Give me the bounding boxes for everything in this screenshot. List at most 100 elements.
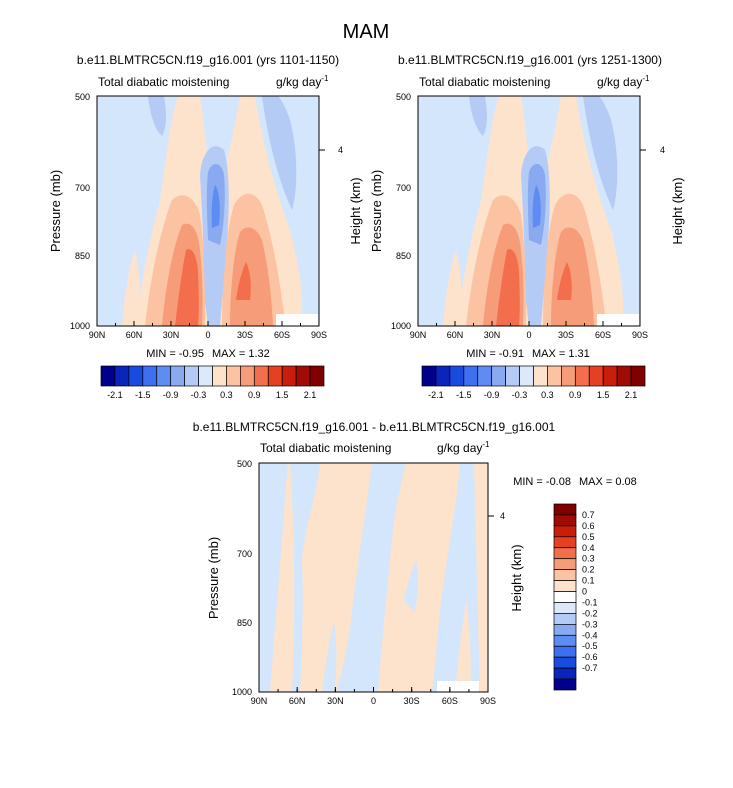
colorbar-swatch: [547, 365, 562, 387]
x-tick-label: 30N: [484, 330, 501, 340]
panel-right-ylabel-right: Height (km): [670, 177, 685, 244]
colorbar-label: 1.5: [597, 390, 610, 400]
colorbar-label: 0.5: [582, 532, 595, 542]
colorbar-label: -1.5: [135, 390, 151, 400]
panel-left-min: MIN = -0.95: [146, 348, 204, 360]
panel-diff-ylabel: Pressure (mb): [206, 537, 221, 619]
x-tick-label: 0: [371, 696, 376, 706]
colorbar-label: -0.3: [191, 390, 207, 400]
panel-left-title: b.e11.BLMTRC5CN.f19_g16.001 (yrs 1101-11…: [77, 53, 339, 67]
colorbar-swatch: [435, 365, 451, 387]
colorbar-swatch: [553, 678, 577, 691]
x-tick-label: 60N: [289, 696, 306, 706]
colorbar-swatch: [421, 365, 437, 387]
panel-left-minmax: MIN = -0.95 MAX = 1.32: [146, 348, 270, 360]
panel-difference: b.e11.BLMTRC5CN.f19_g16.001 - b.e11.BLMT…: [193, 420, 637, 706]
panel-diff-variable: Total diabatic moistening: [260, 441, 391, 455]
colorbar-swatch: [184, 365, 199, 387]
x-tick-label: 60S: [274, 330, 290, 340]
panel-right-units-text: g/kg day: [597, 75, 642, 89]
colorbar-swatch: [553, 569, 577, 581]
colorbar-swatch: [128, 365, 144, 387]
panel-diff-min: MIN = -0.08: [513, 476, 571, 488]
panel-right-right-axis: 4 Height (km): [640, 145, 685, 245]
colorbar-swatch: [295, 365, 311, 387]
colorbar-label: -0.4: [582, 630, 598, 640]
panel-diff-units: g/kg day-1: [437, 440, 490, 455]
x-tick-label: 30N: [163, 330, 180, 340]
right-tick-label: 4: [500, 511, 505, 521]
colorbar-swatch: [616, 365, 632, 387]
colorbar-label: -2.1: [428, 390, 444, 400]
colorbar-swatch: [281, 365, 297, 387]
colorbar-label: -0.6: [582, 652, 598, 662]
x-tick-label: 60N: [447, 330, 464, 340]
colorbar-label: -0.1: [582, 597, 598, 607]
panel-diff-ylabel-right: Height (km): [509, 544, 524, 611]
x-tick-label: 30S: [558, 330, 574, 340]
colorbar-label: 0.6: [582, 521, 595, 531]
panel-right-units: g/kg day-1: [597, 74, 650, 89]
panel-left-ylabel-right: Height (km): [348, 177, 363, 244]
right-tick-label: 4: [338, 145, 343, 155]
x-tick-label: 30N: [327, 696, 344, 706]
colorbar-swatch: [553, 547, 577, 560]
panel-right-variable: Total diabatic moistening: [419, 75, 550, 89]
y-tick-label: 1000: [70, 321, 90, 331]
colorbar-swatch: [309, 365, 325, 387]
colorbar-swatch: [553, 536, 577, 549]
x-tick-label: 90S: [632, 330, 648, 340]
panel-right-units-sup: -1: [642, 74, 650, 83]
y-tick-label: 500: [396, 92, 411, 102]
x-tick-label: 0: [526, 330, 531, 340]
colorbar-label: -2.1: [107, 390, 123, 400]
colorbar-swatch: [553, 558, 577, 570]
colorbar-difference: 0.70.60.50.40.30.20.10-0.1-0.2-0.3-0.4-0…: [553, 503, 598, 691]
panel-right-contours: [418, 96, 640, 326]
colorbar-swatch: [463, 365, 479, 387]
panel-diff-yaxis: 500 700 850 1000 Pressure (mb): [206, 459, 252, 697]
panel-diff-units-text: g/kg day: [437, 441, 482, 455]
panel-diff-contours: [259, 463, 488, 692]
x-tick-label: 90N: [89, 330, 106, 340]
colorbar-label: 0.3: [541, 390, 554, 400]
colorbar-swatch: [553, 667, 577, 680]
y-tick-label: 1000: [391, 321, 411, 331]
colorbar-swatch: [491, 365, 506, 387]
colorbar-swatch: [253, 365, 269, 387]
panel-diff-max: MAX = 0.08: [579, 476, 637, 488]
colorbar-left: -2.1 -1.5 -0.9 -0.3 0.3 0.9 1.5 2.1: [100, 365, 325, 400]
colorbar-label: -0.9: [163, 390, 179, 400]
colorbar-swatch: [553, 624, 577, 636]
colorbar-swatch: [519, 365, 534, 387]
panel-right-title: b.e11.BLMTRC5CN.f19_g16.001 (yrs 1251-13…: [398, 53, 662, 67]
colorbar-label: 0: [582, 587, 587, 597]
colorbar-swatch: [553, 602, 577, 614]
colorbar-label: 0.3: [220, 390, 233, 400]
colorbar-swatch: [198, 365, 213, 387]
colorbar-swatch: [553, 634, 577, 647]
colorbar-swatch: [630, 365, 646, 387]
panel-right-yaxis: 500 700 850 1000 Pressure (mb): [369, 92, 411, 331]
panel-left-right-axis: 4 Height (km): [319, 145, 363, 245]
colorbar-label: -0.5: [582, 641, 598, 651]
colorbar-swatch: [588, 365, 604, 387]
panel-right: b.e11.BLMTRC5CN.f19_g16.001 (yrs 1251-13…: [369, 53, 685, 360]
y-tick-label: 500: [237, 459, 252, 469]
panel-left-variable: Total diabatic moistening: [98, 75, 229, 89]
y-tick-label: 700: [396, 183, 411, 193]
colorbar-swatch: [226, 365, 241, 387]
colorbar-label: 1.5: [276, 390, 289, 400]
colorbar-label: -0.3: [512, 390, 528, 400]
y-tick-label: 500: [75, 92, 90, 102]
colorbar-swatch: [574, 365, 590, 387]
colorbar-swatch: [553, 656, 577, 669]
panel-right-max: MAX = 1.31: [532, 348, 590, 360]
panel-diff-right-axis: 4 Height (km): [488, 511, 524, 612]
colorbar-label: 0.9: [248, 390, 261, 400]
x-tick-label: 90N: [251, 696, 268, 706]
panel-left-units-sup: -1: [321, 74, 329, 83]
colorbar-swatch: [170, 365, 185, 387]
colorbar-label: -1.5: [456, 390, 472, 400]
